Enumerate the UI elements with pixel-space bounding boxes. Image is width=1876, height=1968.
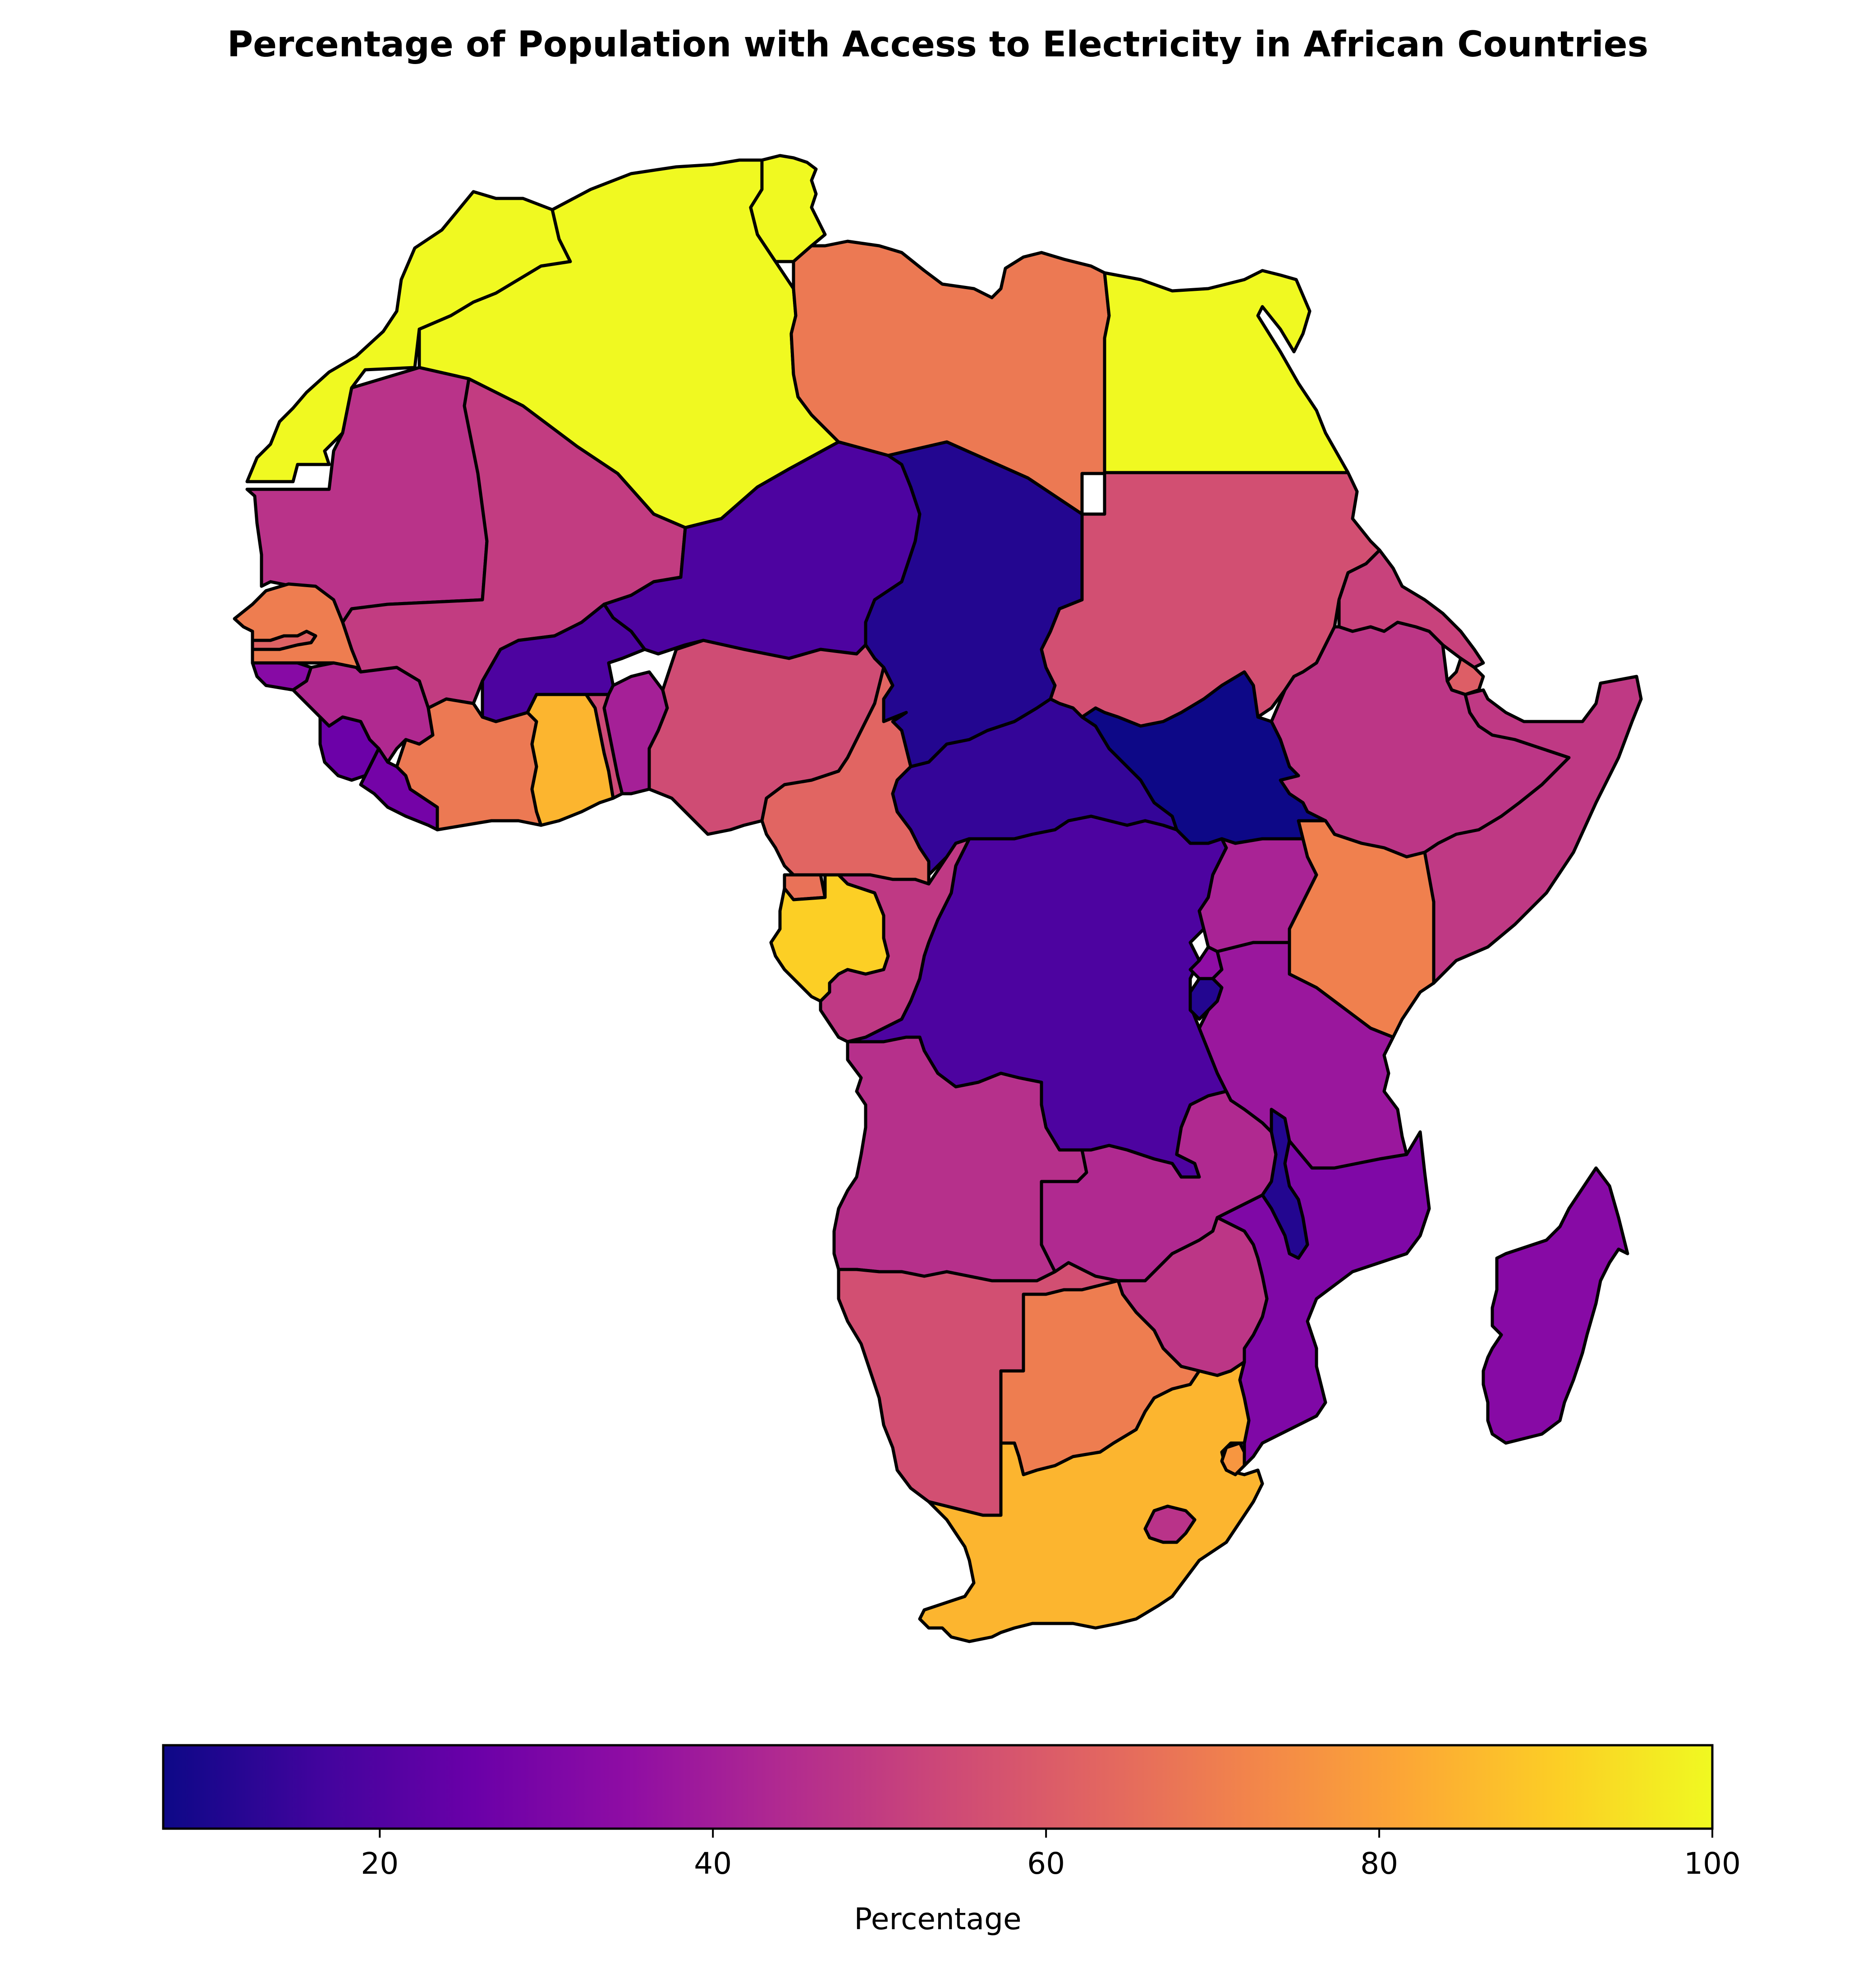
- country-eswatini[interactable]: [1220, 1441, 1246, 1476]
- colorbar-tick-label: 60: [1027, 1846, 1065, 1881]
- country-mali[interactable]: [341, 377, 687, 710]
- colorbar: 20 40 60 80 100 Percentage: [162, 1744, 1741, 1936]
- country-lesotho[interactable]: [1143, 1504, 1197, 1544]
- country-gambia[interactable]: [251, 630, 317, 651]
- country-south-sudan[interactable]: [1080, 670, 1336, 845]
- colorbar-label: Percentage: [854, 1902, 1021, 1936]
- colorbar-tick-label: 100: [1684, 1846, 1741, 1881]
- chart-title: Percentage of Population with Access to …: [227, 24, 1648, 65]
- colorbar-ticks: 20 40 60 80 100: [361, 1829, 1741, 1881]
- country-somalia[interactable]: [1423, 675, 1643, 985]
- colorbar-gradient: [162, 1744, 1714, 1830]
- country-south-africa[interactable]: [918, 1360, 1264, 1643]
- country-tunisia[interactable]: [749, 154, 827, 263]
- africa-map: [233, 154, 1643, 1643]
- country-madagascar[interactable]: [1482, 1166, 1629, 1445]
- colorbar-tick-label: 20: [361, 1846, 399, 1881]
- country-guinea[interactable]: [291, 661, 435, 764]
- country-egypt[interactable]: [1103, 269, 1350, 474]
- colorbar-tick-label: 80: [1360, 1846, 1398, 1881]
- colorbar-tick-label: 40: [694, 1846, 732, 1881]
